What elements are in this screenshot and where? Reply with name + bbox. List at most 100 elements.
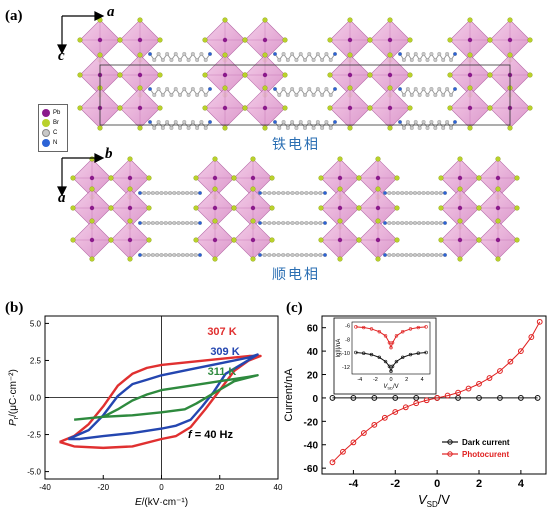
c-atom [433, 93, 438, 97]
c-atom [277, 93, 282, 97]
c-atom [433, 126, 438, 130]
series-label: 309 K [210, 346, 239, 358]
br-atom [375, 218, 381, 224]
data-point [329, 459, 336, 466]
pb-atom [375, 205, 381, 211]
c-atom [328, 58, 333, 62]
br-atom [327, 37, 333, 43]
c-atom [165, 52, 170, 56]
c-atom [276, 191, 281, 195]
c-atom [437, 87, 442, 91]
c-atom [313, 221, 318, 225]
x-tick-label: -4 [349, 478, 360, 490]
y-tick-label: -5.0 [27, 468, 41, 477]
pb-atom [467, 37, 473, 43]
x-tick-label: 0 [159, 483, 164, 492]
pb-atom [457, 175, 463, 181]
x-tick-label: -20 [97, 483, 109, 492]
n-atom [138, 191, 142, 195]
c-atom [438, 191, 443, 195]
br-atom [127, 218, 133, 224]
c-atom [271, 191, 276, 195]
c-atom [186, 126, 191, 130]
data-point [413, 400, 420, 407]
c-atom [425, 221, 430, 225]
frequency-value: = 40 Hz [192, 429, 234, 441]
c-atom [146, 221, 151, 225]
series-label: 311 K [208, 366, 237, 378]
pb-atom [347, 37, 353, 43]
c-atom [281, 87, 286, 91]
c-atom [152, 58, 157, 62]
n-atom [443, 221, 447, 225]
br-atom [447, 105, 453, 111]
c-atom [387, 253, 392, 257]
br-atom [387, 52, 393, 58]
c-atom [449, 58, 454, 62]
y-tick-label: -40 [304, 441, 319, 452]
axis-label-c: c [58, 48, 65, 64]
x-axis-unit: /(kV·cm⁻¹) [142, 497, 188, 508]
c-atom [404, 253, 409, 257]
c-atom [441, 58, 446, 62]
c-atom [400, 253, 405, 257]
c-atom [176, 191, 181, 195]
br-atom [282, 72, 288, 78]
c-atom [430, 253, 435, 257]
c-atom [285, 253, 290, 257]
inset-data-point [377, 355, 382, 360]
br-atom [527, 72, 533, 78]
c-atom [405, 52, 410, 56]
c-atom [276, 221, 281, 225]
c-atom [173, 87, 178, 91]
c-atom [311, 126, 316, 130]
c-atom [178, 93, 182, 97]
inset-data-point [424, 325, 428, 329]
y-tick-label: -20 [304, 417, 319, 428]
br-atom [495, 218, 501, 224]
br-atom [212, 256, 218, 262]
br-atom [70, 205, 76, 211]
pb-atom [89, 205, 95, 211]
c-atom [199, 87, 204, 91]
c-atom [304, 191, 309, 195]
x-tick-label: -40 [39, 483, 51, 492]
n-atom [273, 120, 277, 124]
c-atom [159, 191, 164, 195]
pb-atom [222, 105, 228, 111]
c-atom [409, 58, 414, 62]
c-atom [182, 120, 187, 124]
c-atom [391, 191, 396, 195]
pb-atom [337, 237, 343, 243]
c-atom [429, 87, 434, 91]
c-atom [172, 253, 177, 257]
br-atom [70, 175, 76, 181]
inset-frame [351, 321, 431, 375]
c-atom [150, 253, 155, 257]
n-atom [443, 191, 447, 195]
br-atom [387, 85, 393, 91]
c-atom [387, 191, 392, 195]
br-atom [438, 175, 444, 181]
c-atom [169, 93, 174, 97]
br-atom [347, 125, 353, 131]
c-atom [285, 221, 290, 225]
pb-atom [89, 237, 95, 243]
pb-atom [262, 37, 268, 43]
c-atom [307, 52, 312, 56]
inset-data-point [416, 325, 421, 330]
br-atom [407, 105, 413, 111]
x-tick-label: 0 [434, 478, 440, 490]
br-atom [347, 52, 353, 58]
y-axis-label: Current/nA [283, 368, 295, 422]
inset-data-point [408, 327, 413, 331]
pb-atom [250, 175, 256, 181]
c-atom [294, 93, 299, 97]
br-atom [193, 237, 199, 243]
br-atom [318, 205, 324, 211]
c-atom [142, 253, 147, 257]
br-atom [438, 205, 444, 211]
pb-atom [375, 237, 381, 243]
pb-atom [387, 37, 393, 43]
panel-b-label: (b) [5, 300, 24, 316]
